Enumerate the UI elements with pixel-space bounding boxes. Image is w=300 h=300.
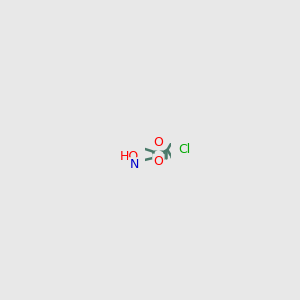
Text: Cl: Cl bbox=[178, 143, 191, 156]
Text: N: N bbox=[129, 158, 139, 171]
Text: O: O bbox=[154, 155, 164, 168]
Text: O: O bbox=[154, 136, 164, 149]
Text: HO: HO bbox=[120, 150, 140, 163]
